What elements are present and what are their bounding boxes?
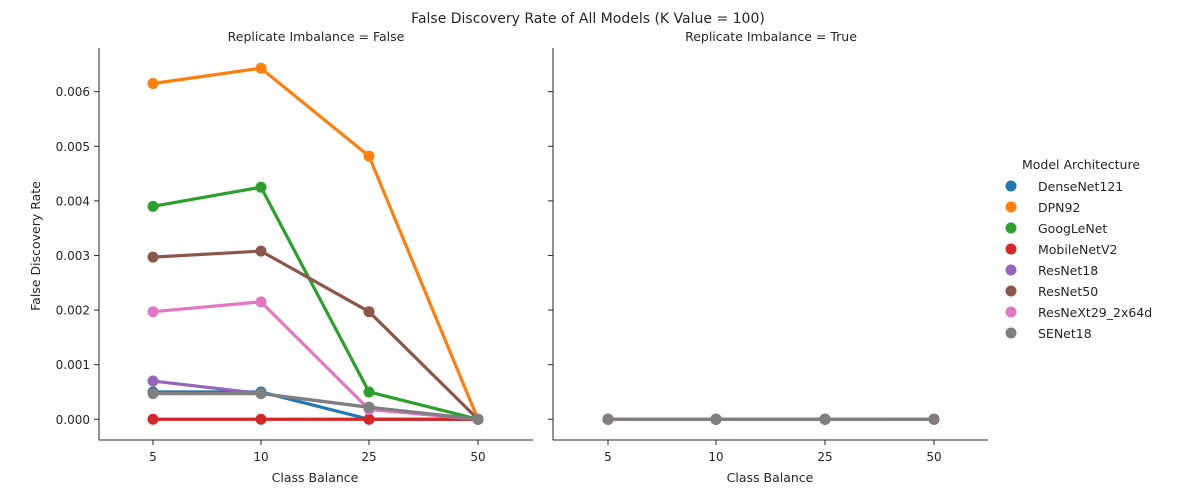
legend-marker <box>1005 180 1017 192</box>
x-tick-label: 10 <box>708 450 723 464</box>
legend-label: GoogLeNet <box>1038 221 1107 236</box>
data-point <box>363 306 375 318</box>
legend-label: ResNet50 <box>1038 284 1098 299</box>
legend-label: DPN92 <box>1038 200 1080 215</box>
y-tick-label: 0.002 <box>56 304 90 318</box>
x-axis-label-left: Class Balance <box>272 470 359 485</box>
x-axis-label-right: Class Balance <box>727 470 814 485</box>
data-point <box>255 62 267 74</box>
data-point <box>255 413 267 425</box>
data-point <box>255 245 267 257</box>
legend-marker <box>1005 222 1017 234</box>
panel-title: Replicate Imbalance = True <box>685 29 857 44</box>
data-point <box>710 413 722 425</box>
series-senet18 <box>602 413 940 425</box>
data-point <box>255 388 267 400</box>
data-point <box>147 306 159 318</box>
legend: DenseNet121 DPN92 GoogLeNet MobileNetV2 ResN… <box>1005 179 1152 341</box>
data-point <box>363 401 375 413</box>
series-dpn92 <box>147 62 484 425</box>
series-senet18 <box>147 388 484 425</box>
data-point <box>147 413 159 425</box>
data-point <box>147 388 159 400</box>
legend-title: Model Architecture <box>1022 157 1140 172</box>
legend-marker <box>1005 306 1017 318</box>
data-point <box>363 386 375 398</box>
data-point <box>147 200 159 212</box>
x-tick-label: 5 <box>149 450 157 464</box>
data-point <box>147 251 159 263</box>
chart-title: False Discovery Rate of All Models (K Va… <box>411 11 765 27</box>
data-point <box>147 375 159 387</box>
plot-layer: Replicate Imbalance = False 0.000 0.001 0.0… <box>56 29 1153 464</box>
series-resnet50 <box>147 245 484 425</box>
x-tick-label: 50 <box>926 450 941 464</box>
y-axis-label: False Discovery Rate <box>28 181 43 311</box>
data-point <box>363 150 375 162</box>
legend-marker <box>1005 285 1017 297</box>
y-tick-label: 0.001 <box>56 358 90 372</box>
series-line <box>151 391 480 421</box>
series-line <box>151 249 480 421</box>
panel-title: Replicate Imbalance = False <box>228 29 405 44</box>
x-tick-label: 25 <box>361 450 376 464</box>
data-point <box>472 413 484 425</box>
data-point <box>819 413 831 425</box>
data-point <box>147 77 159 89</box>
data-point <box>255 181 267 193</box>
data-point <box>602 413 614 425</box>
series-line <box>151 66 480 421</box>
legend-label: SENet18 <box>1038 326 1092 341</box>
y-tick-label: 0.003 <box>56 249 90 263</box>
x-tick-label: 5 <box>604 450 612 464</box>
x-tick-label: 10 <box>253 450 268 464</box>
data-point <box>363 413 375 425</box>
series-googlenet <box>147 181 484 425</box>
x-tick-label: 50 <box>470 450 485 464</box>
legend-label: ResNeXt29_2x64d <box>1038 305 1152 320</box>
series-line <box>151 185 480 421</box>
legend-label: ResNet18 <box>1038 263 1098 278</box>
y-tick-label: 0.006 <box>56 85 90 99</box>
x-tick-label: 25 <box>817 450 832 464</box>
panel-left: Replicate Imbalance = False 0.000 0.001 0.0… <box>56 29 533 464</box>
legend-label: MobileNetV2 <box>1038 242 1117 257</box>
panel-right: Replicate Imbalance = True 5 10 25 50 <box>548 29 988 464</box>
data-point <box>255 296 267 308</box>
legend-marker <box>1005 243 1017 255</box>
legend-label: DenseNet121 <box>1038 179 1123 194</box>
legend-marker <box>1005 201 1017 213</box>
legend-marker <box>1005 264 1017 276</box>
y-tick-label: 0.004 <box>56 194 90 208</box>
y-tick-label: 0.000 <box>56 413 90 427</box>
data-point <box>928 413 940 425</box>
legend-marker <box>1005 327 1017 339</box>
y-tick-label: 0.005 <box>56 140 90 154</box>
